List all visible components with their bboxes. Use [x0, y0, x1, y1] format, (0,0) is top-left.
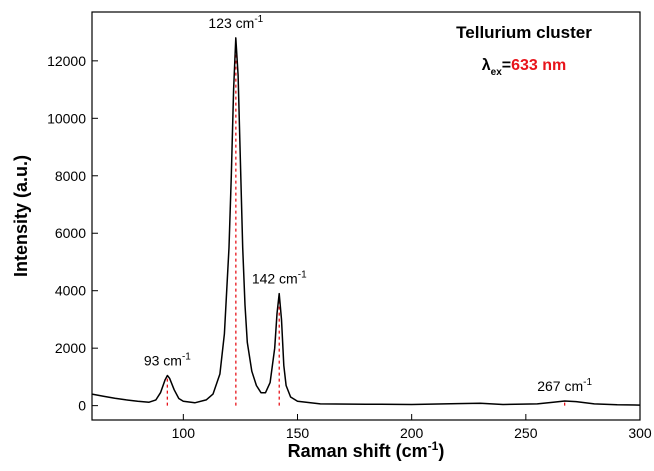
spectrum-line [91, 37, 641, 406]
y-tick-label: 10000 [47, 110, 86, 126]
y-tick-label: 6000 [55, 225, 86, 241]
x-tick-label: 300 [628, 425, 652, 441]
peak-label-sup: -1 [583, 377, 592, 388]
peak-label-sup: -1 [254, 14, 263, 25]
y-axis-label: Intensity (a.u.) [11, 155, 31, 277]
peak-label: 142 cm-1 [252, 270, 307, 287]
x-axis-label: Raman shift (cm-1) [288, 439, 445, 461]
y-tick-label: 0 [78, 398, 86, 414]
plot-frame [91, 11, 641, 421]
y-tick-label: 8000 [55, 168, 86, 184]
x-tick-label: 100 [172, 425, 196, 441]
x-tick-label: 250 [514, 425, 538, 441]
excitation-label: λex=633 nm [482, 57, 567, 78]
x-tick-label: 200 [400, 425, 424, 441]
peak-label-text: 123 cm [208, 15, 254, 31]
peak-label: 123 cm-1 [208, 14, 263, 31]
y-tick-label: 4000 [55, 283, 86, 299]
peak-label: 267 cm-1 [537, 377, 592, 394]
peak-label-sup: -1 [298, 270, 307, 281]
peak-label-text: 142 cm [252, 271, 298, 287]
x-tick-label: 150 [286, 425, 310, 441]
chart-title: Tellurium cluster [456, 23, 592, 42]
peak-label-text: 93 cm [144, 352, 182, 368]
peak-label-sup: -1 [182, 351, 191, 362]
y-tick-label: 2000 [55, 340, 86, 356]
peak-label-text: 267 cm [537, 378, 583, 394]
y-tick-label: 12000 [47, 53, 86, 69]
peak-label: 93 cm-1 [144, 351, 191, 368]
